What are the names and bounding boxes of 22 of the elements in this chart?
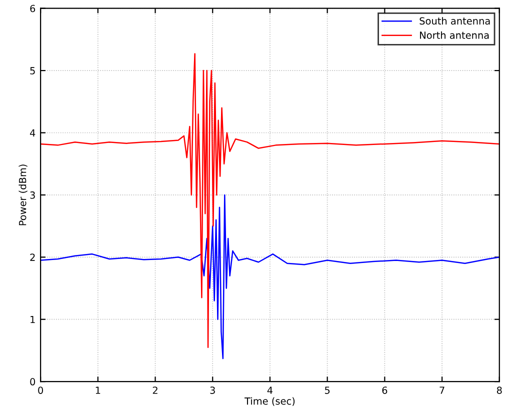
y-tick-label: 2 (30, 254, 35, 261)
x-tick-label: 2 (152, 386, 158, 394)
x-tick-label: 5 (324, 386, 330, 394)
legend-label: North antenna (420, 31, 489, 39)
x-tick-label: 6 (382, 386, 388, 394)
line-series (40, 53, 500, 348)
y-axis-title: Power (dBm) (18, 164, 28, 226)
y-tick-label: 0 (30, 378, 36, 386)
x-tick-label: 4 (267, 386, 273, 394)
y-tick-label: 4 (30, 129, 36, 136)
legend-label: South antenna (420, 17, 490, 25)
x-tick-label: 1 (96, 386, 100, 394)
x-axis-title: Time (sec) (244, 397, 295, 406)
x-tick-label: 3 (210, 386, 215, 394)
y-tick-label: 1 (30, 316, 35, 324)
x-tick-label: 8 (496, 386, 502, 394)
x-tick-label: 0 (38, 386, 44, 394)
line-series (40, 194, 500, 360)
x-tick-label: 7 (440, 386, 444, 394)
y-tick-label: 3 (30, 191, 35, 199)
y-tick-label: 6 (30, 4, 36, 12)
y-tick-label: 5 (30, 67, 35, 74)
